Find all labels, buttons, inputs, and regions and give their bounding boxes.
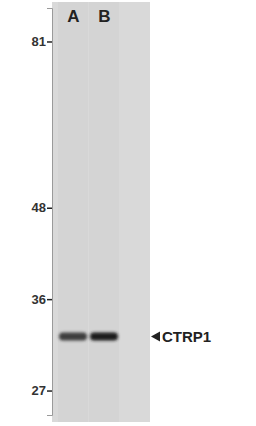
tick-mark bbox=[47, 299, 52, 301]
bands bbox=[59, 333, 118, 341]
tick-mark bbox=[47, 207, 52, 209]
tick-mark bbox=[47, 390, 52, 392]
figure: 27 36 48 81 AB CTRP1 bbox=[0, 0, 256, 426]
band bbox=[90, 333, 118, 341]
lane-label: B bbox=[98, 7, 110, 26]
tick: 81 bbox=[32, 34, 52, 49]
tick-label: 48 bbox=[32, 200, 46, 215]
tick-mark bbox=[47, 41, 52, 43]
tick: 36 bbox=[32, 292, 52, 307]
tick: 48 bbox=[32, 200, 52, 215]
y-axis: 27 36 48 81 bbox=[32, 9, 53, 416]
lane-axis: AB bbox=[67, 7, 110, 26]
tick: 27 bbox=[32, 383, 52, 398]
lane bbox=[58, 2, 88, 422]
membrane bbox=[52, 2, 150, 422]
lane-tick: B bbox=[98, 7, 110, 26]
band bbox=[59, 333, 87, 341]
lane-label: A bbox=[67, 7, 79, 26]
arrow bbox=[151, 332, 160, 342]
annotation: CTRP1 bbox=[162, 328, 211, 345]
lane bbox=[89, 2, 119, 422]
tick-label: 27 bbox=[32, 383, 46, 398]
axis-line bbox=[47, 9, 53, 416]
tick-label: 36 bbox=[32, 292, 46, 307]
lane-tick: A bbox=[67, 7, 79, 26]
tick-label: 81 bbox=[32, 34, 46, 49]
